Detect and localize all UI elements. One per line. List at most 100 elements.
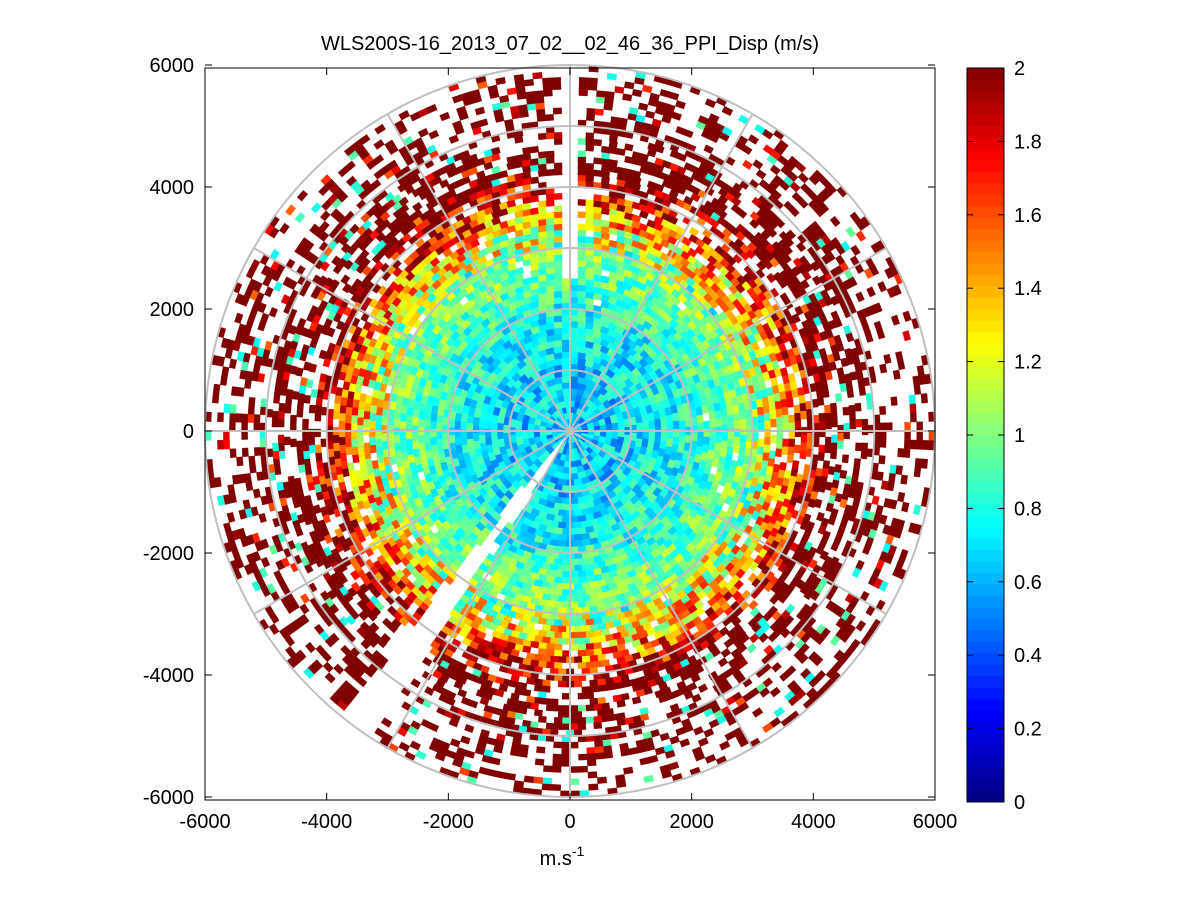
ppi-bin <box>581 594 591 602</box>
ppi-bin <box>577 211 587 219</box>
ppi-bin <box>569 375 579 383</box>
ppi-bin <box>553 662 563 669</box>
ppi-bin <box>569 466 578 474</box>
ppi-bin <box>841 454 849 464</box>
ppi-bin <box>647 436 656 446</box>
ppi-bin <box>830 402 838 412</box>
ppi-bin <box>375 422 382 432</box>
ppi-bin <box>399 412 407 422</box>
ppi-bin <box>290 414 297 424</box>
ppi-bin <box>593 206 603 214</box>
ppi-bin <box>553 229 563 237</box>
ppi-bin <box>545 722 555 730</box>
ppi-bin <box>611 430 619 440</box>
ppi-bin <box>561 515 571 523</box>
ppi-bin <box>549 637 559 645</box>
ppi-bin <box>786 398 794 408</box>
ppi-bin <box>278 402 286 412</box>
ppi-bin <box>762 452 770 462</box>
ppi-bin <box>545 643 555 651</box>
ppi-bin <box>276 481 285 491</box>
ppi-bin <box>581 625 591 633</box>
ppi-bin <box>278 410 285 420</box>
ppi-bin <box>484 436 493 446</box>
ppi-bin <box>545 199 555 207</box>
ppi-bin <box>822 388 830 398</box>
ppi-bin <box>666 430 674 440</box>
ppi-bin <box>569 339 579 347</box>
ppi-bin <box>697 422 704 432</box>
ppi-bin <box>798 394 806 404</box>
ppi-bin <box>636 430 644 440</box>
ppi-bin <box>848 404 856 414</box>
ppi-bin <box>585 169 595 177</box>
ppi-bin <box>545 266 555 275</box>
ppi-bin <box>430 436 437 446</box>
ppi-bin <box>557 582 567 590</box>
ppi-bin <box>350 414 358 424</box>
ppi-bin <box>780 398 788 408</box>
ppi-bin <box>405 430 413 440</box>
ppi-bin <box>430 412 438 422</box>
ppi-bin <box>545 156 555 164</box>
ppi-bin <box>344 438 352 448</box>
ppi-bin <box>345 446 353 456</box>
ppi-bin <box>537 642 547 650</box>
ppi-bin <box>597 635 607 643</box>
ppi-bin <box>436 414 444 424</box>
ppi-bin <box>781 446 789 456</box>
ppi-bin <box>727 430 735 440</box>
ppi-bin <box>569 717 579 724</box>
ppi-bin <box>314 444 322 454</box>
ppi-bin <box>854 402 862 412</box>
ppi-bin <box>600 219 610 228</box>
ppi-bin <box>569 345 579 353</box>
ppi-bin <box>601 158 611 166</box>
ppi-bin <box>339 444 347 454</box>
ppi-bin <box>585 273 595 281</box>
ppi-bin <box>315 396 323 406</box>
ppi-bin <box>562 388 571 396</box>
ppi-bin <box>545 132 555 140</box>
ppi-bin <box>276 371 285 381</box>
ppi-bin <box>733 420 741 430</box>
ppi-bin <box>577 150 587 158</box>
ppi-bin <box>541 654 551 663</box>
ppi-bin <box>665 438 674 448</box>
ppi-bin <box>338 412 346 422</box>
ppi-bin <box>569 382 579 390</box>
ppi-bin <box>573 564 583 572</box>
ppi-bin <box>593 139 602 147</box>
ppi-bin <box>339 452 347 462</box>
ppi-bin <box>278 442 285 452</box>
ppi-bin <box>557 625 567 633</box>
ppi-bin <box>782 438 790 448</box>
ppi-bin <box>296 400 305 410</box>
ppi-bin <box>671 412 680 422</box>
ppi-bin <box>363 450 372 460</box>
ppi-bin <box>561 717 571 724</box>
ppi-bin <box>553 643 563 651</box>
ppi-bin <box>569 528 579 535</box>
ppi-bin <box>545 649 555 657</box>
ppi-bin <box>561 497 571 505</box>
ppi-bin <box>577 558 587 566</box>
ppi-bin <box>357 448 365 458</box>
ppi-bin <box>530 145 539 154</box>
ppi-bin <box>537 218 547 227</box>
ppi-bin <box>549 563 559 571</box>
ppi-bin <box>545 236 555 244</box>
ppi-bin <box>601 145 610 154</box>
ppi-bin <box>721 432 729 442</box>
ppi-bin <box>553 132 563 139</box>
ppi-bin <box>846 388 855 398</box>
ppi-bin <box>545 254 555 262</box>
ppi-bin <box>557 540 567 547</box>
ppi-bin <box>561 619 571 627</box>
ppi-bin <box>577 527 587 535</box>
ppi-bin <box>569 351 579 359</box>
ppi-bin <box>553 223 563 231</box>
ppi-bin <box>577 649 587 657</box>
ppi-bin <box>417 418 425 428</box>
ppi-bin <box>612 681 622 690</box>
